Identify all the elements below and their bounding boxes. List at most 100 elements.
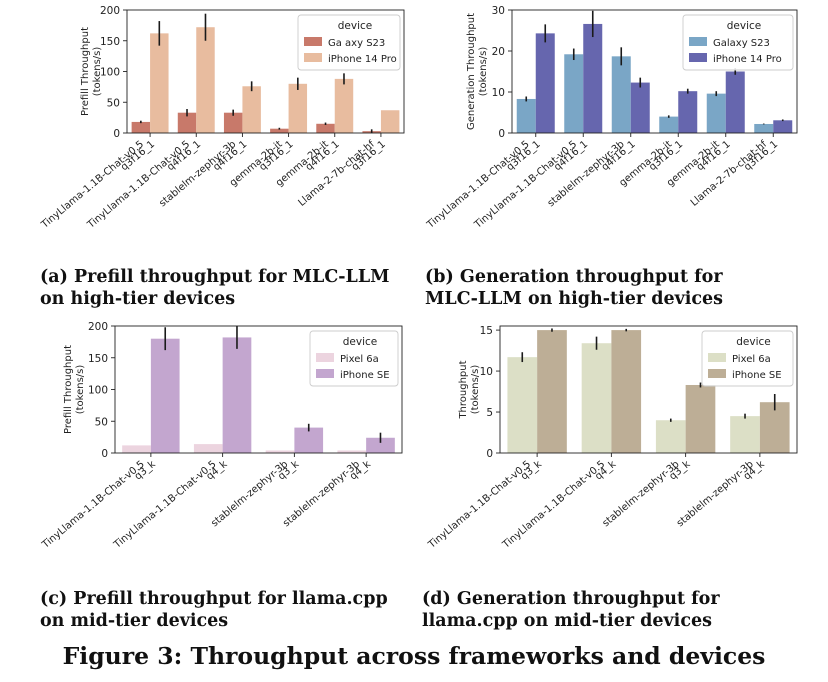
caption-d: (d) Generation throughput for llama.cpp … xyxy=(422,588,720,632)
bar-d-s0-c0 xyxy=(507,357,538,453)
legend-label-b-0: Galaxy S23 xyxy=(713,38,770,49)
bar-b-s0-c3 xyxy=(659,116,679,133)
bar-b-s1-c1 xyxy=(583,23,603,133)
ytick-label-c-2: 100 xyxy=(88,385,108,397)
caption-b-line-1: (b) Generation throughput for xyxy=(425,267,723,287)
ylabel-c-line-1: (tokens/s) xyxy=(75,365,86,415)
bar-a-s1-c1 xyxy=(196,27,215,133)
bar-a-s0-c1 xyxy=(177,112,197,133)
bar-b-s0-c0 xyxy=(516,98,536,133)
bar-b-s1-c5 xyxy=(773,120,793,133)
ytick-label-d-3: 15 xyxy=(480,325,493,337)
bar-b-s1-c0 xyxy=(535,33,555,134)
legend-swatch-d-1 xyxy=(708,369,726,378)
caption-d-line-1: (d) Generation throughput for xyxy=(422,589,720,609)
axes-frame-b xyxy=(511,9,798,134)
ylabel-c-line-0: Prefill Throughput xyxy=(63,345,74,434)
legend-label-c-1: iPhone SE xyxy=(340,370,390,381)
legend-swatch-c-0 xyxy=(316,353,334,362)
bar-c-s0-c2 xyxy=(265,450,295,453)
legend-swatch-d-0 xyxy=(708,353,726,362)
ytick-label-d-0: 0 xyxy=(486,448,493,460)
legend-box-b xyxy=(682,14,794,71)
bar-c-s0-c0 xyxy=(122,445,151,453)
ylabel-a-line-1: (tokens/s) xyxy=(92,47,103,97)
bar-b-s0-c5 xyxy=(754,123,774,133)
legend-title-d: device xyxy=(736,336,771,348)
ytick-label-b-0: 0 xyxy=(498,128,505,140)
ytick-label-b-1: 10 xyxy=(492,87,505,99)
ytick-label-a-3: 150 xyxy=(100,36,120,48)
bar-c-s0-c3 xyxy=(337,450,367,453)
caption-a: (a) Prefill throughput for MLC-LLM on hi… xyxy=(40,266,390,310)
ytick-label-a-0: 0 xyxy=(113,128,120,140)
legend-title-c: device xyxy=(343,336,378,348)
ytick-label-b-2: 20 xyxy=(492,46,505,58)
caption-b: (b) Generation throughput for MLC-LLM on… xyxy=(425,266,723,310)
bar-a-s1-c0 xyxy=(150,33,169,134)
bar-c-s1-c2 xyxy=(294,427,324,453)
bar-a-s1-c4 xyxy=(334,78,354,133)
bar-a-s0-c0 xyxy=(131,121,151,133)
bar-b-s0-c2 xyxy=(611,56,631,133)
ytick-label-b-3: 30 xyxy=(492,5,505,17)
ytick-label-d-1: 5 xyxy=(486,407,493,419)
bar-b-s1-c2 xyxy=(630,82,650,133)
legend-swatch-b-1 xyxy=(689,53,707,62)
ylabel-b-line-0: Generation Throughput xyxy=(466,13,477,130)
legend-swatch-a-1 xyxy=(304,53,322,62)
bar-d-s1-c2 xyxy=(685,384,716,453)
legend-label-d-0: Pixel 6a xyxy=(732,354,771,365)
ytick-label-c-0: 0 xyxy=(101,448,108,460)
legend-label-a-1: iPhone 14 Pro xyxy=(328,54,397,65)
caption-c-line-1: (c) Prefill throughput for llama.cpp xyxy=(40,589,388,609)
bar-d-s1-c1 xyxy=(611,330,642,453)
bar-a-s0-c2 xyxy=(223,112,243,133)
ytick-label-a-2: 100 xyxy=(100,67,120,79)
ylabel-b-line-1: (tokens/s) xyxy=(478,47,489,97)
ytick-label-c-4: 200 xyxy=(88,321,108,333)
ytick-label-a-4: 200 xyxy=(100,5,120,17)
caption-b-line-2: MLC-LLM on high-tier devices xyxy=(425,289,724,309)
legend-title-b: device xyxy=(727,20,762,32)
caption-d-line-2: llama.cpp on mid-tier devices xyxy=(422,611,712,631)
bar-a-s0-c4 xyxy=(316,123,335,133)
bar-c-s1-c0 xyxy=(150,338,180,453)
ytick-label-c-1: 50 xyxy=(95,416,108,428)
bar-d-s1-c3 xyxy=(759,402,790,453)
legend-title-a: device xyxy=(338,20,373,32)
ylabel-d-line-0: Throughput xyxy=(458,360,469,419)
legend-label-d-1: iPhone SE xyxy=(732,370,782,381)
bar-a-s0-c3 xyxy=(270,128,289,133)
ylabel-a-line-0: Prefill Throughput xyxy=(80,27,91,116)
caption-a-line-1: (a) Prefill throughput for MLC-LLM xyxy=(40,267,390,287)
chart-a-prefill-mlc: 0 50 100 150 200 Prefill Throughput (tokens/s)… xyxy=(39,5,405,231)
bar-d-s0-c2 xyxy=(655,420,686,453)
legend-label-c-0: Pixel 6a xyxy=(340,354,379,365)
legend-swatch-c-1 xyxy=(316,369,334,378)
ylabel-d-line-1: (tokens/s) xyxy=(470,365,481,415)
chart-c-prefill-llamacpp: 0 50 100 150 200 Prefill Throughput (tokens/s)… xyxy=(40,321,403,551)
bar-d-s0-c3 xyxy=(730,416,760,453)
caption-c-line-2: on mid-tier devices xyxy=(40,611,229,631)
bar-b-s0-c1 xyxy=(564,54,584,133)
legend-swatch-a-0 xyxy=(304,37,322,46)
legend-box-a xyxy=(297,14,401,71)
legend-label-a-0: Ga axy S23 xyxy=(328,38,385,49)
bar-a-s1-c3 xyxy=(288,83,308,133)
bar-c-s1-c3 xyxy=(366,437,395,453)
bar-a-s1-c2 xyxy=(242,86,261,133)
caption-a-line-2: on high-tier devices xyxy=(40,289,236,309)
bar-b-s0-c4 xyxy=(706,93,726,133)
legend-label-b-1: iPhone 14 Pro xyxy=(713,54,782,65)
bar-b-s1-c4 xyxy=(725,71,745,133)
figure-caption: Figure 3: Throughput across frameworks a… xyxy=(62,642,766,670)
ytick-label-c-3: 150 xyxy=(88,353,108,365)
bar-c-s0-c1 xyxy=(193,444,223,453)
axes-frame-d xyxy=(499,325,798,454)
legend-swatch-b-0 xyxy=(689,37,707,46)
bar-d-s0-c1 xyxy=(581,343,612,453)
